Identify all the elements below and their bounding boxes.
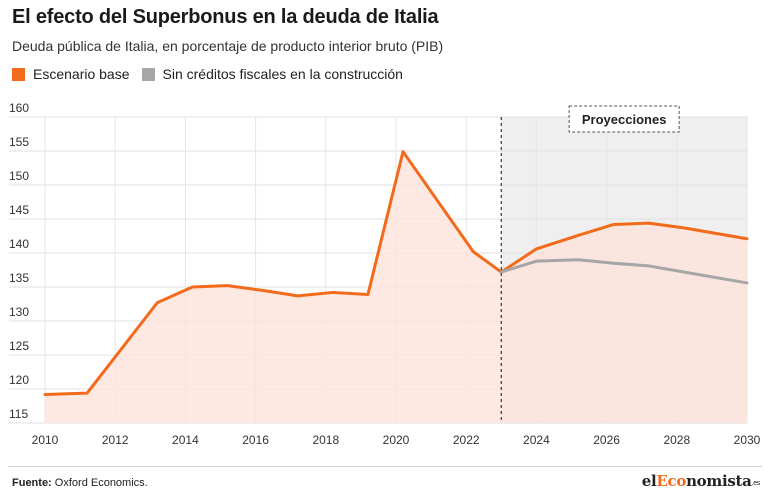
- y-tick-label: 155: [9, 135, 29, 149]
- brand-suffix: .es: [751, 480, 761, 487]
- line-escenario-base: [43, 150, 749, 396]
- brand-rest: nomista: [686, 472, 752, 490]
- y-tick-label: 120: [9, 373, 29, 387]
- y-tick-label: 140: [9, 237, 29, 251]
- x-tick-label: 2018: [312, 433, 339, 447]
- chart-legend: Escenario base Sin créditos fiscales en …: [12, 66, 415, 82]
- line-chart: 115 120 125 130 135 140 145 150 155 160 2010 2012 20…: [9, 101, 761, 447]
- brand-prefix: el: [641, 472, 657, 490]
- projection-label: Proyecciones: [582, 112, 667, 127]
- legend-item-escenario-base: Escenario base: [12, 66, 130, 82]
- y-tick-label: 135: [9, 271, 29, 285]
- x-tick-label: 2022: [453, 433, 480, 447]
- chart-title: El efecto del Superbonus en la deuda de …: [12, 6, 439, 28]
- y-tick-label: 145: [9, 203, 29, 217]
- x-tick-label: 2026: [593, 433, 620, 447]
- legend-item-sin-creditos: Sin créditos fiscales en la construcción: [141, 66, 403, 82]
- y-tick-label: 125: [9, 339, 29, 353]
- line-sin-creditos: [499, 258, 749, 285]
- x-tick-label: 2024: [523, 433, 550, 447]
- y-tick-label: 130: [9, 305, 29, 319]
- y-tick-label: 115: [9, 407, 28, 421]
- area-escenario-base: [45, 151, 747, 423]
- legend-label-escenario-base: Escenario base: [33, 66, 130, 82]
- x-tick-label: 2012: [102, 433, 129, 447]
- x-tick-label: 2014: [172, 433, 199, 447]
- y-tick-label: 150: [9, 169, 29, 183]
- x-tick-label: 2020: [383, 433, 410, 447]
- source-text: Oxford Economics.: [54, 477, 148, 489]
- legend-swatch-sin-creditos: [141, 67, 155, 81]
- brand-accent: Eco: [656, 472, 687, 490]
- x-tick-label: 2028: [663, 433, 690, 447]
- source-label: Fuente:: [12, 477, 52, 489]
- brand-logo: elEconomista.es: [641, 472, 761, 490]
- chart-subtitle: Deuda pública de Italia, en porcentaje d…: [12, 38, 444, 54]
- source-note: Fuente: Oxford Economics.: [12, 477, 148, 489]
- x-tick-label: 2010: [32, 433, 59, 447]
- x-tick-label: 2016: [242, 433, 269, 447]
- legend-label-sin-creditos: Sin créditos fiscales en la construcción: [162, 66, 403, 82]
- y-tick-label: 160: [9, 101, 29, 115]
- footer-divider: [8, 466, 762, 467]
- legend-swatch-escenario-base: [12, 67, 25, 81]
- x-tick-label: 2030: [734, 433, 761, 447]
- projection-label-box: [568, 105, 680, 133]
